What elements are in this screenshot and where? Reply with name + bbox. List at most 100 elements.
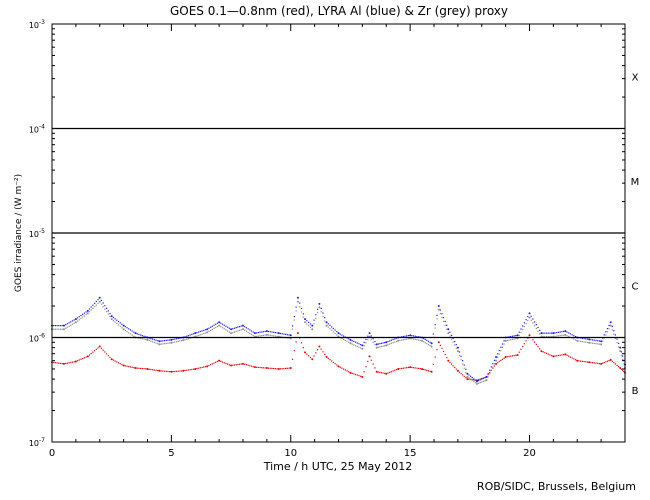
interp-dot [384, 372, 386, 375]
interp-dot [53, 328, 55, 330]
flare-class-label: C [632, 281, 639, 292]
interp-dot [439, 309, 441, 311]
interp-dot [199, 367, 201, 369]
interp-dot [198, 367, 200, 369]
interp-dot [169, 342, 171, 344]
interp-dot [622, 359, 624, 361]
data-point [564, 353, 567, 356]
interp-dot [360, 347, 362, 349]
interp-dot [94, 350, 96, 352]
interp-dot [462, 363, 464, 365]
interp-dot [129, 329, 132, 331]
data-point [504, 339, 507, 342]
interp-dot [432, 363, 435, 365]
interp-dot [450, 363, 453, 365]
data-point [600, 362, 603, 365]
data-point [504, 356, 507, 359]
interp-dot [556, 355, 558, 357]
interp-dot [315, 317, 317, 319]
data-point [62, 328, 65, 331]
data-point [466, 372, 469, 375]
interp-dot [138, 367, 140, 369]
interp-dot [155, 339, 157, 341]
interp-dot [571, 357, 573, 359]
interp-dot [97, 302, 99, 304]
y-tick-base: 10 [29, 21, 39, 30]
interp-dot [300, 342, 303, 344]
interp-dot [611, 329, 613, 331]
interp-dot [535, 327, 537, 330]
interp-dot [365, 342, 367, 344]
interp-dot [302, 316, 304, 318]
interp-dot [490, 366, 492, 368]
data-point [528, 334, 531, 337]
interp-dot [257, 366, 259, 369]
data-point [447, 328, 450, 331]
interp-dot [400, 339, 403, 341]
interp-dot [109, 316, 111, 318]
interp-dot [104, 308, 106, 310]
interp-dot [90, 352, 92, 355]
interp-dot [80, 358, 82, 360]
interp-dot [559, 331, 561, 333]
interp-dot [586, 338, 589, 340]
data-point [375, 370, 378, 373]
interp-dot [216, 360, 219, 363]
interp-dot [384, 342, 386, 344]
data-point [552, 355, 555, 358]
interp-dot [184, 339, 186, 341]
data-point [516, 354, 519, 357]
interp-dot [426, 369, 428, 371]
interp-dot [427, 370, 430, 372]
interp-dot [82, 316, 84, 318]
interp-dot [556, 335, 558, 337]
x-axis: 0 5 10 15 20 [49, 24, 626, 459]
interp-dot [439, 312, 441, 315]
interp-dot [518, 334, 520, 337]
interp-dot [267, 330, 270, 333]
interp-dot [503, 340, 505, 342]
interp-dot [515, 354, 517, 356]
credit-text: ROB/SIDC, Brussels, Belgium [476, 480, 636, 493]
interp-dot [78, 316, 80, 318]
data-point [588, 341, 591, 344]
data-point [182, 369, 185, 372]
interp-dot [78, 359, 80, 361]
interp-dot [274, 335, 277, 337]
interp-dot [76, 320, 79, 322]
interp-dot [215, 326, 217, 329]
interp-dot [235, 327, 237, 329]
interp-dot [228, 327, 230, 329]
interp-dot [597, 362, 599, 364]
interp-dot [377, 371, 379, 373]
interp-dot [463, 367, 465, 369]
data-point [74, 321, 77, 324]
data-point [516, 334, 519, 337]
interp-dot [288, 337, 290, 339]
interp-dot [302, 313, 304, 315]
interp-dot [175, 341, 178, 343]
interp-dot [586, 361, 589, 363]
interp-dot [341, 367, 343, 369]
interp-dot [187, 369, 190, 371]
interp-dot [131, 366, 133, 368]
interp-dot [128, 328, 130, 330]
interp-dot [163, 340, 166, 342]
data-point [349, 338, 352, 341]
data-point [588, 338, 591, 341]
interp-dot [539, 329, 541, 331]
interp-dot [56, 328, 58, 330]
data-point [397, 367, 400, 370]
interp-dot [273, 331, 275, 333]
interp-dot [414, 367, 416, 369]
interp-dot [365, 338, 367, 340]
interp-dot [165, 342, 167, 345]
data-point [409, 334, 412, 337]
interp-dot [527, 315, 529, 318]
interp-dot [436, 349, 438, 351]
interp-dot [545, 352, 548, 354]
interp-dot [252, 366, 254, 368]
data-point [361, 344, 364, 347]
y-axis-label: GOES irradiance / (W m⁻²) [14, 174, 24, 292]
interp-dot [406, 338, 408, 340]
